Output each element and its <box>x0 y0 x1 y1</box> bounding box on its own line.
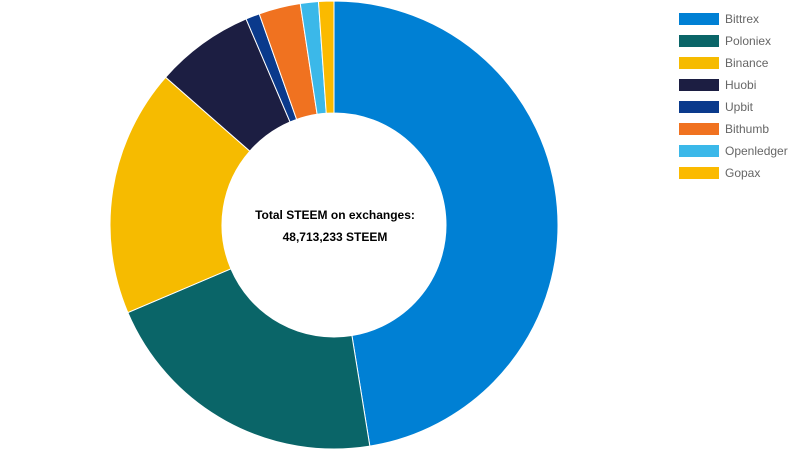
slice-binance[interactable] <box>109 76 251 314</box>
legend-swatch <box>679 101 719 113</box>
legend-item-poloniex[interactable]: Poloniex <box>679 30 788 52</box>
center-total-value: 48,713,233 STEEM <box>282 230 388 244</box>
center-title: Total STEEM on exchanges: <box>255 208 415 222</box>
legend-label: Poloniex <box>725 34 772 48</box>
legend-swatch <box>679 123 719 135</box>
legend-label: Huobi <box>725 78 757 92</box>
legend-label: Bittrex <box>725 12 760 26</box>
legend-label: Bithumb <box>725 122 770 136</box>
legend-item-gopax[interactable]: Gopax <box>679 162 788 184</box>
legend-swatch <box>679 79 719 91</box>
legend-label: Upbit <box>725 100 754 114</box>
legend-swatch <box>679 145 719 157</box>
legend-label: Gopax <box>725 166 761 180</box>
legend-swatch <box>679 35 719 47</box>
legend: Bittrex Poloniex Binance Huobi Upbit Bithumb O… <box>679 8 788 184</box>
legend-item-bithumb[interactable]: Bithumb <box>679 118 788 140</box>
legend-item-openledger[interactable]: Openledger <box>679 140 788 162</box>
slice-poloniex[interactable] <box>127 268 371 450</box>
legend-swatch <box>679 57 719 69</box>
legend-swatch <box>679 13 719 25</box>
legend-label: Openledger <box>725 144 788 158</box>
slice-gopax[interactable] <box>317 0 335 114</box>
doughnut-slices <box>109 0 559 450</box>
slice-bittrex[interactable] <box>333 0 559 447</box>
doughnut-chart <box>109 0 559 450</box>
legend-item-upbit[interactable]: Upbit <box>679 96 788 118</box>
legend-swatch <box>679 167 719 179</box>
legend-label: Binance <box>725 56 769 70</box>
legend-item-bittrex[interactable]: Bittrex <box>679 8 788 30</box>
legend-item-huobi[interactable]: Huobi <box>679 74 788 96</box>
legend-item-binance[interactable]: Binance <box>679 52 788 74</box>
